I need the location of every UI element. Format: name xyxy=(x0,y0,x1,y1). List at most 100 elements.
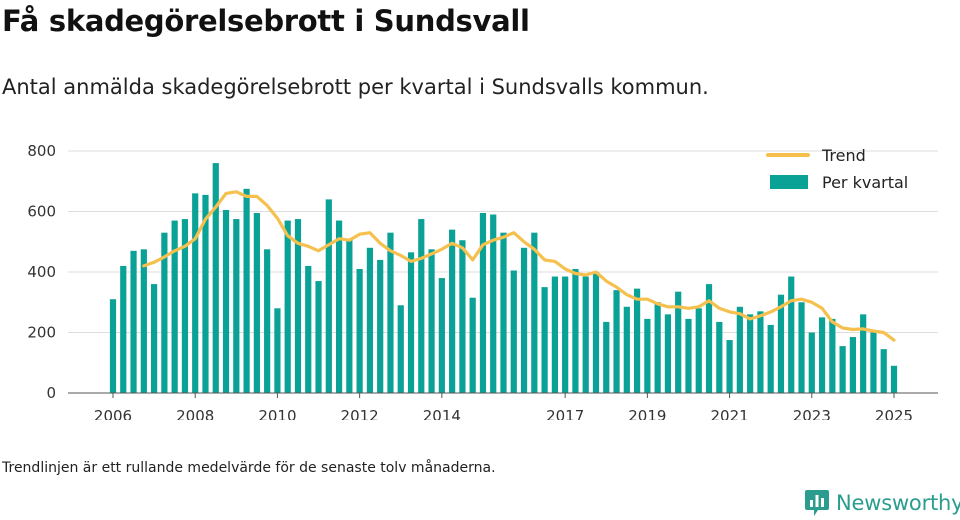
bar xyxy=(346,238,353,393)
x-tick-label: 2021 xyxy=(710,407,748,420)
bar xyxy=(438,278,445,393)
chart-area: 0 200 400 600 800 2006 2008 2010 2012 2014 2017 201… xyxy=(27,142,938,420)
bar xyxy=(181,219,189,393)
bar xyxy=(520,247,528,393)
bar xyxy=(140,249,147,393)
bar xyxy=(366,247,374,393)
bar xyxy=(860,314,867,393)
bar xyxy=(767,324,774,393)
bar xyxy=(839,346,846,393)
bar xyxy=(325,199,332,393)
bar xyxy=(192,193,199,393)
bar-series-per-kvartal xyxy=(109,163,898,393)
bar xyxy=(356,268,363,393)
bar xyxy=(531,232,538,393)
bar xyxy=(490,214,497,393)
chart-subtitle: Antal anmälda skadegörelsebrott per kvar… xyxy=(2,75,709,99)
bar xyxy=(500,232,507,393)
chart-title: Få skadegörelsebrott i Sundsvall xyxy=(2,4,530,38)
bar xyxy=(757,311,764,393)
x-tick-label: 2012 xyxy=(341,407,379,420)
bar xyxy=(151,284,158,393)
bar xyxy=(849,337,856,393)
bar xyxy=(335,220,343,393)
bar xyxy=(562,276,569,393)
bar xyxy=(582,276,589,393)
bar xyxy=(592,272,600,393)
bar xyxy=(870,332,877,393)
bar xyxy=(294,219,302,393)
bar xyxy=(705,284,713,393)
footnote: Trendlinjen är ett rullande medelvärde f… xyxy=(2,460,496,476)
bar xyxy=(510,270,517,393)
bar xyxy=(459,240,466,393)
bar xyxy=(377,259,384,393)
bar xyxy=(171,220,178,393)
x-tick-label: 2006 xyxy=(94,407,132,420)
brand-name: Newsworthy xyxy=(836,491,960,515)
bar xyxy=(644,318,651,393)
trend-series xyxy=(142,190,896,342)
brand-logo: Newsworthy xyxy=(804,488,960,518)
bar xyxy=(469,297,476,393)
bar xyxy=(305,265,312,393)
bar xyxy=(685,318,692,393)
x-tick-label: 2019 xyxy=(628,407,666,420)
y-tick-label: 200 xyxy=(27,324,56,342)
y-tick-label: 0 xyxy=(46,384,56,402)
bar xyxy=(777,294,785,393)
bar xyxy=(202,194,209,393)
bar xyxy=(407,252,415,393)
bar xyxy=(890,365,898,393)
bar xyxy=(397,305,404,393)
bar xyxy=(233,219,240,393)
bar xyxy=(623,306,630,393)
bar xyxy=(479,213,487,393)
bar xyxy=(274,308,281,393)
bar xyxy=(243,188,250,393)
bar xyxy=(109,299,117,393)
bar xyxy=(798,302,805,393)
bar xyxy=(603,321,610,393)
legend-trend-label: Trend xyxy=(821,146,866,165)
bar xyxy=(222,209,230,393)
bar xyxy=(541,287,548,393)
x-tick-label: 2014 xyxy=(423,407,461,420)
legend-bar-label: Per kvartal xyxy=(822,173,908,192)
bar xyxy=(747,314,754,393)
y-tick-label: 600 xyxy=(27,203,56,221)
x-tick-label: 2025 xyxy=(875,407,913,420)
trend-line xyxy=(142,190,896,342)
x-tick-label: 2010 xyxy=(258,407,296,420)
axes: 0 200 400 600 800 2006 2008 2010 2012 2014 2017 201… xyxy=(27,142,938,420)
newsworthy-logo-icon xyxy=(805,490,829,516)
bar xyxy=(387,232,394,393)
bar xyxy=(161,232,168,393)
bar xyxy=(880,349,887,393)
bar xyxy=(818,317,826,393)
x-tick-label: 2017 xyxy=(546,407,584,420)
bar xyxy=(418,219,425,393)
x-tick-label: 2008 xyxy=(176,407,214,420)
bar xyxy=(808,332,815,393)
legend: Trend Per kvartal xyxy=(766,146,908,192)
bar xyxy=(716,321,723,393)
bar xyxy=(572,268,579,393)
y-tick-label: 400 xyxy=(27,263,56,281)
bar xyxy=(726,340,733,393)
bar xyxy=(736,306,743,393)
bar xyxy=(695,308,702,393)
bar xyxy=(829,318,836,393)
legend-bar-swatch xyxy=(770,175,808,189)
bar xyxy=(315,281,322,393)
bar xyxy=(428,249,435,393)
bar xyxy=(664,314,672,393)
bar xyxy=(253,213,260,393)
y-tick-label: 800 xyxy=(27,142,56,160)
bar xyxy=(120,265,127,393)
x-tick-label: 2023 xyxy=(793,407,831,420)
bar xyxy=(654,302,661,393)
bar xyxy=(613,290,620,393)
bar xyxy=(212,163,219,393)
bar xyxy=(284,220,291,393)
